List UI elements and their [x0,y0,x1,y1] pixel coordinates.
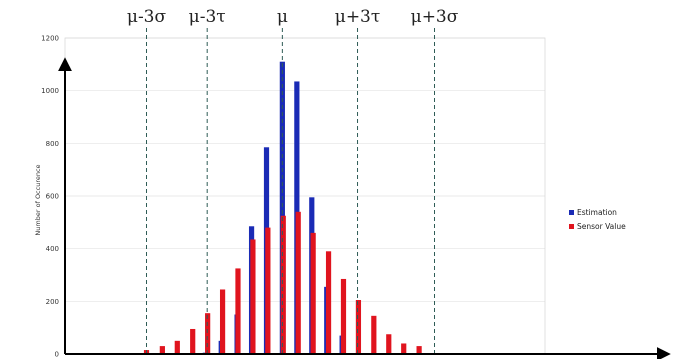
sensor-value-bar [371,315,377,354]
sensor-value-bar [310,232,316,354]
reference-label: μ+3τ [335,7,381,27]
estimation-bar [279,61,285,354]
reference-label: μ+3σ [411,7,459,27]
sensor-value-bar [295,211,301,354]
sensor-value-bar [205,313,211,354]
reference-label: μ-3σ [127,7,167,27]
legend-label: Sensor Value [577,222,626,231]
y-tick-labels: 0 200 400 600 800 1000 1200 [41,35,59,359]
sensor-value-bar [219,289,226,354]
legend-swatch [569,224,574,229]
y-tick-label: 600 [46,193,59,201]
y-tick-label: 800 [46,140,59,148]
reference-lines: μ-3σ μ-3τ μ μ+3τ μ+3σ [127,7,459,354]
bars [143,61,422,354]
sensor-value-bar [235,268,241,354]
sensor-value-bar [159,346,165,354]
sensor-value-bar [416,346,422,354]
sensor-value-bar [250,239,256,354]
sensor-value-bar [280,215,286,354]
sensor-value-bar [190,328,196,354]
y-tick-label: 1200 [41,35,59,43]
sensor-value-bar [386,334,392,354]
reference-label: μ [277,7,288,27]
legend: Estimation Sensor Value [569,208,626,231]
y-axis-label: Number of Occurence [34,164,42,235]
grid [65,37,545,355]
sensor-value-bar [340,278,347,354]
sensor-value-bar [265,227,271,354]
sensor-value-bar [174,340,180,354]
y-tick-label: 200 [46,298,59,306]
sensor-value-bar [401,343,407,354]
y-tick-label: 0 [55,351,59,359]
y-tick-label: 400 [46,245,59,253]
legend-swatch [569,210,574,215]
reference-label: μ-3τ [189,7,226,27]
legend-label: Estimation [577,208,617,217]
sensor-value-bar [325,251,332,354]
sensor-value-bar [355,300,362,354]
y-tick-label: 1000 [41,87,59,95]
